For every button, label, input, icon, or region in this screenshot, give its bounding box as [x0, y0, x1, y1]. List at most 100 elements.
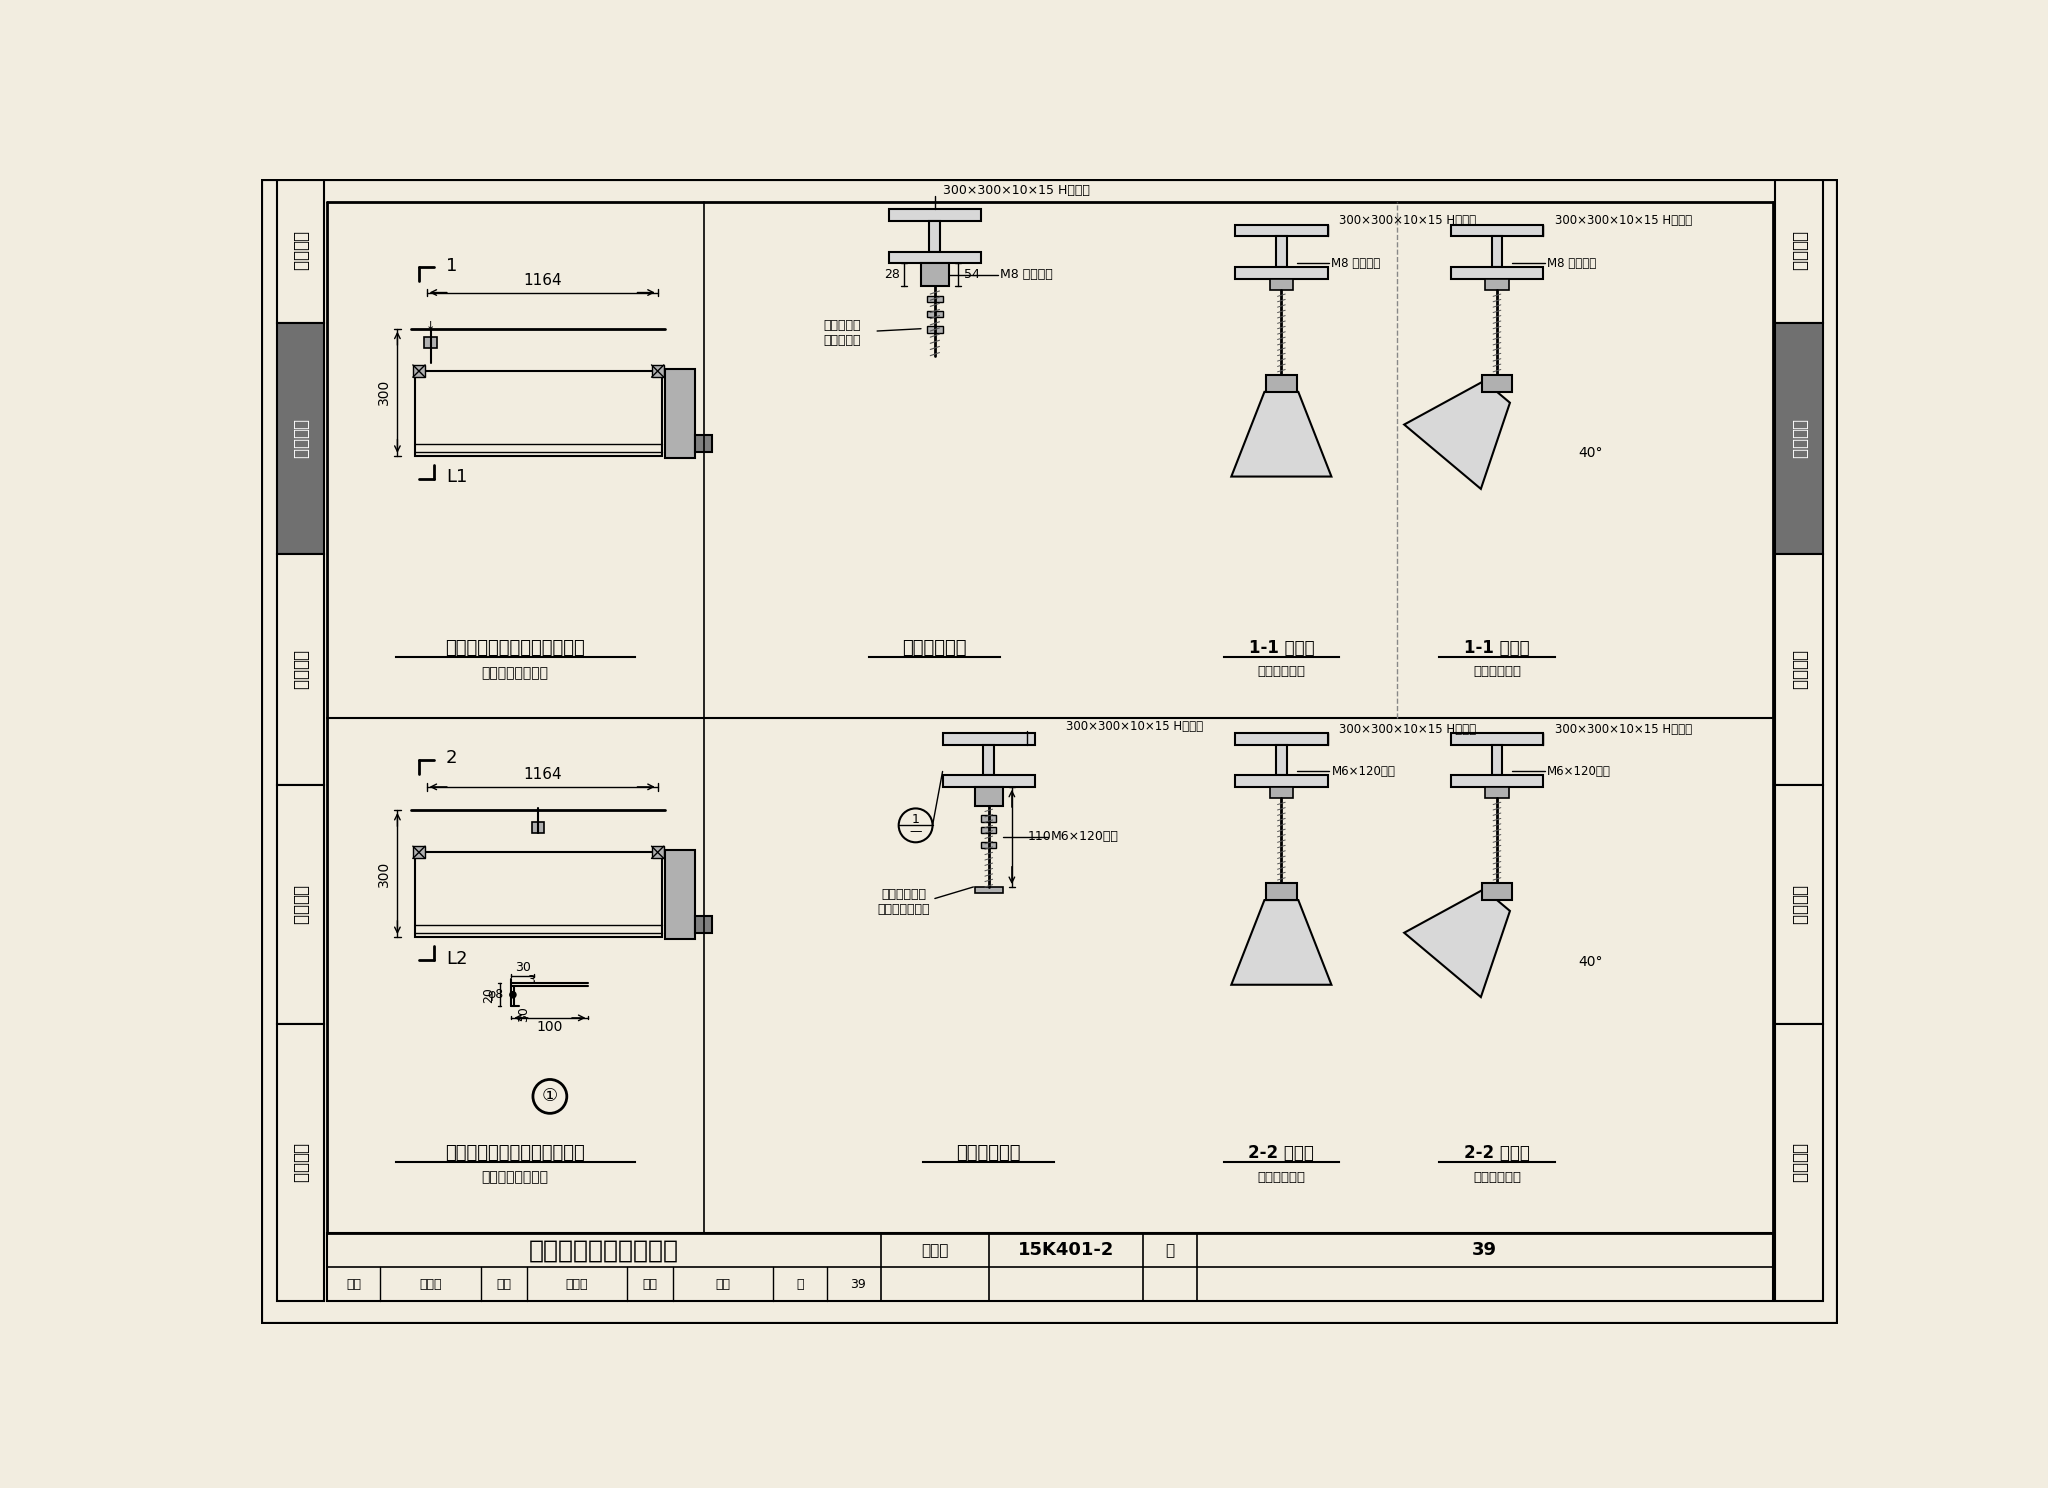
Text: 页: 页 — [797, 1278, 805, 1290]
Bar — [1450, 775, 1544, 787]
Bar — [1235, 225, 1327, 237]
Polygon shape — [1405, 381, 1509, 490]
Bar — [1483, 891, 1511, 900]
Text: （角度安装）: （角度安装） — [1473, 665, 1522, 679]
Bar — [928, 326, 942, 332]
Bar — [942, 734, 1034, 744]
Bar — [981, 815, 997, 821]
Text: 紧固件安装图: 紧固件安装图 — [956, 1144, 1022, 1162]
Text: （垂直安装）: （垂直安装） — [1257, 1171, 1305, 1184]
Bar — [928, 311, 942, 317]
Text: ↓: ↓ — [426, 321, 436, 332]
Text: 28: 28 — [885, 268, 901, 281]
Text: 300: 300 — [377, 379, 391, 405]
Bar — [532, 823, 545, 833]
Text: 锂结构紧固件
制作或采购成品: 锂结构紧固件 制作或采购成品 — [879, 888, 930, 917]
Bar — [1266, 375, 1296, 391]
Text: M8 蝶形螺丝: M8 蝶形螺丝 — [1331, 257, 1380, 269]
Bar — [1450, 225, 1544, 237]
Bar — [1485, 787, 1509, 799]
Circle shape — [510, 991, 516, 998]
Text: M6×120螺栓: M6×120螺栓 — [1546, 765, 1612, 778]
Text: 陶瓷辐射板安装正视图（一）: 陶瓷辐射板安装正视图（一） — [444, 640, 586, 658]
Bar — [1481, 882, 1511, 900]
Bar — [930, 220, 940, 251]
Text: 页: 页 — [1165, 1242, 1174, 1257]
Bar — [1276, 237, 1286, 268]
Bar — [1235, 734, 1327, 744]
Text: 300×300×10×15 H型锂梁: 300×300×10×15 H型锂梁 — [1339, 214, 1477, 228]
Text: 54: 54 — [965, 268, 979, 281]
Bar — [416, 853, 662, 937]
Text: 3: 3 — [526, 975, 535, 988]
Bar — [1776, 323, 1823, 555]
Bar — [694, 434, 711, 452]
Text: —: — — [909, 824, 922, 838]
Bar — [1776, 555, 1823, 786]
Bar — [276, 1024, 324, 1301]
Bar — [1481, 375, 1511, 391]
Bar — [1485, 278, 1509, 290]
Text: 设计: 设计 — [643, 1278, 657, 1290]
Text: 设计说明: 设计说明 — [1790, 231, 1808, 271]
Bar — [975, 887, 1004, 893]
Bar — [651, 365, 664, 378]
Text: 液化气站: 液化气站 — [291, 650, 309, 690]
Bar — [694, 917, 711, 933]
Text: 施工安装: 施工安装 — [291, 418, 309, 458]
Text: 1: 1 — [446, 256, 457, 275]
Text: 40°: 40° — [1577, 446, 1602, 460]
Text: 审核: 审核 — [346, 1278, 360, 1290]
Bar — [1235, 268, 1327, 278]
Bar — [414, 847, 426, 859]
Text: 2-2 剖面图: 2-2 剖面图 — [1464, 1144, 1530, 1162]
Text: 陶瓷辐射板锂梁安装图: 陶瓷辐射板锂梁安装图 — [528, 1238, 678, 1262]
Text: 曾冬蹦: 曾冬蹦 — [565, 1278, 588, 1290]
Text: 110: 110 — [1028, 830, 1051, 844]
Text: 紧固件安装图: 紧固件安装图 — [903, 640, 967, 658]
Bar — [276, 323, 324, 555]
Bar — [1491, 744, 1503, 775]
Bar — [1450, 734, 1544, 744]
Bar — [889, 251, 981, 263]
Text: 300×300×10×15 H型锂梁: 300×300×10×15 H型锂梁 — [1339, 723, 1477, 735]
Text: 300×300×10×15 H型锂梁: 300×300×10×15 H型锂梁 — [1065, 720, 1202, 734]
Text: 100: 100 — [537, 1021, 563, 1034]
Text: 300×300×10×15 H型锂梁: 300×300×10×15 H型锂梁 — [1554, 214, 1692, 228]
Text: 15K401-2: 15K401-2 — [1018, 1241, 1114, 1259]
Text: L2: L2 — [446, 949, 469, 967]
Text: （垂直安装）: （垂直安装） — [1257, 665, 1305, 679]
Text: 电气控制: 电气控制 — [291, 885, 309, 924]
Bar — [276, 179, 324, 323]
Text: L1: L1 — [446, 469, 469, 487]
Bar — [414, 365, 426, 378]
Bar — [983, 744, 993, 775]
Text: ①: ① — [543, 1088, 557, 1106]
Text: 标准紧固件
可采购成品: 标准紧固件 可采购成品 — [823, 318, 862, 347]
Bar — [326, 1234, 1774, 1301]
Text: 校对: 校对 — [496, 1278, 512, 1290]
Bar — [922, 263, 948, 286]
Polygon shape — [1231, 391, 1331, 476]
Bar — [276, 555, 324, 786]
Text: 设计说明: 设计说明 — [291, 231, 309, 271]
Text: 30: 30 — [518, 1006, 530, 1022]
Bar — [1450, 268, 1544, 278]
Text: 张蔚东: 张蔚东 — [420, 1278, 442, 1290]
Text: 工程实例: 工程实例 — [1790, 1143, 1808, 1183]
Text: 施工安装: 施工安装 — [1790, 418, 1808, 458]
Text: M8 蝶形螺丝: M8 蝶形螺丝 — [999, 268, 1053, 281]
Text: 图集号: 图集号 — [922, 1242, 948, 1257]
Text: φ8: φ8 — [487, 988, 504, 1001]
Bar — [975, 787, 1004, 806]
Bar — [651, 847, 664, 859]
Text: 1164: 1164 — [522, 272, 561, 287]
Text: 液化气站: 液化气站 — [1790, 650, 1808, 690]
Text: M6×120螺栓: M6×120螺栓 — [1331, 765, 1395, 778]
Bar — [276, 786, 324, 1024]
Bar — [1266, 882, 1296, 900]
Bar — [889, 210, 981, 220]
Bar — [1268, 382, 1294, 391]
Polygon shape — [1231, 900, 1331, 985]
Bar — [1270, 787, 1292, 799]
